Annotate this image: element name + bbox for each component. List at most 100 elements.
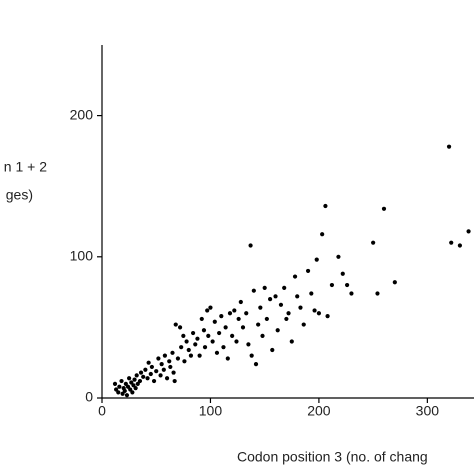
point — [156, 356, 161, 361]
point — [172, 378, 177, 384]
point — [191, 330, 196, 336]
y-axis-label: n 1 + 2 — [4, 159, 47, 175]
point — [227, 311, 233, 316]
point — [323, 203, 328, 209]
point — [295, 294, 300, 299]
point — [466, 229, 471, 234]
point — [345, 282, 350, 288]
point — [161, 367, 166, 372]
point — [127, 376, 132, 381]
point — [305, 268, 311, 274]
point — [309, 291, 314, 296]
point — [119, 378, 124, 384]
point — [158, 373, 163, 378]
point — [122, 388, 127, 394]
x-tick-label: 100 — [199, 403, 223, 419]
point — [116, 390, 121, 395]
point — [171, 370, 176, 375]
y-tick-label: 0 — [85, 389, 93, 405]
point — [112, 381, 118, 386]
point — [232, 308, 237, 313]
point — [117, 384, 122, 389]
point — [193, 342, 198, 347]
point — [186, 347, 191, 353]
point — [320, 232, 325, 237]
point — [167, 359, 172, 364]
x-tick-label: 200 — [307, 403, 331, 419]
point — [457, 243, 463, 248]
point — [264, 316, 269, 322]
point — [134, 373, 139, 378]
point — [199, 316, 204, 322]
point — [170, 350, 175, 355]
point — [246, 342, 251, 347]
point — [168, 364, 173, 370]
point — [298, 305, 303, 310]
point — [201, 328, 207, 333]
point — [446, 144, 452, 149]
point — [273, 294, 278, 299]
point — [141, 374, 146, 379]
x-tick-label: 0 — [98, 403, 106, 419]
point — [223, 325, 228, 330]
point — [195, 336, 200, 341]
y-tick-label: 200 — [70, 106, 94, 122]
point — [162, 353, 168, 358]
point — [286, 311, 291, 316]
point — [149, 364, 154, 370]
point — [184, 339, 189, 344]
point — [234, 339, 239, 344]
point — [312, 308, 317, 313]
point — [301, 322, 306, 327]
point — [124, 393, 130, 398]
point — [314, 257, 319, 262]
point — [137, 378, 143, 384]
point — [164, 376, 170, 381]
y-axis-label: ges) — [6, 187, 33, 203]
point — [145, 376, 150, 381]
point — [230, 333, 235, 338]
point — [270, 347, 275, 353]
point — [225, 356, 230, 361]
x-axis-label: Codon position 3 (no. of chang — [237, 449, 428, 465]
point — [278, 302, 284, 307]
point — [316, 311, 322, 316]
point — [329, 282, 335, 288]
point — [244, 311, 249, 316]
point — [138, 370, 144, 375]
point — [154, 369, 159, 374]
point — [249, 353, 254, 358]
point — [381, 206, 387, 211]
point — [260, 333, 265, 338]
point — [132, 377, 137, 382]
point — [146, 360, 151, 365]
point — [212, 319, 217, 324]
point — [177, 325, 183, 330]
point — [375, 291, 380, 296]
point — [197, 353, 202, 358]
point — [202, 345, 208, 350]
point — [217, 330, 222, 336]
point — [130, 390, 135, 395]
point — [214, 350, 220, 355]
point — [143, 367, 148, 372]
point — [340, 271, 345, 276]
point — [292, 274, 298, 279]
point — [151, 378, 157, 384]
point — [275, 328, 280, 333]
point — [148, 371, 153, 377]
point — [221, 345, 226, 350]
point — [392, 280, 397, 285]
point — [205, 308, 210, 313]
point — [238, 299, 243, 305]
point — [336, 254, 341, 259]
x-tick-label: 300 — [416, 403, 440, 419]
point — [240, 325, 246, 330]
point — [210, 339, 215, 344]
point — [159, 362, 164, 367]
point — [262, 285, 267, 290]
point — [188, 353, 194, 358]
point — [268, 297, 273, 302]
point — [133, 386, 138, 391]
